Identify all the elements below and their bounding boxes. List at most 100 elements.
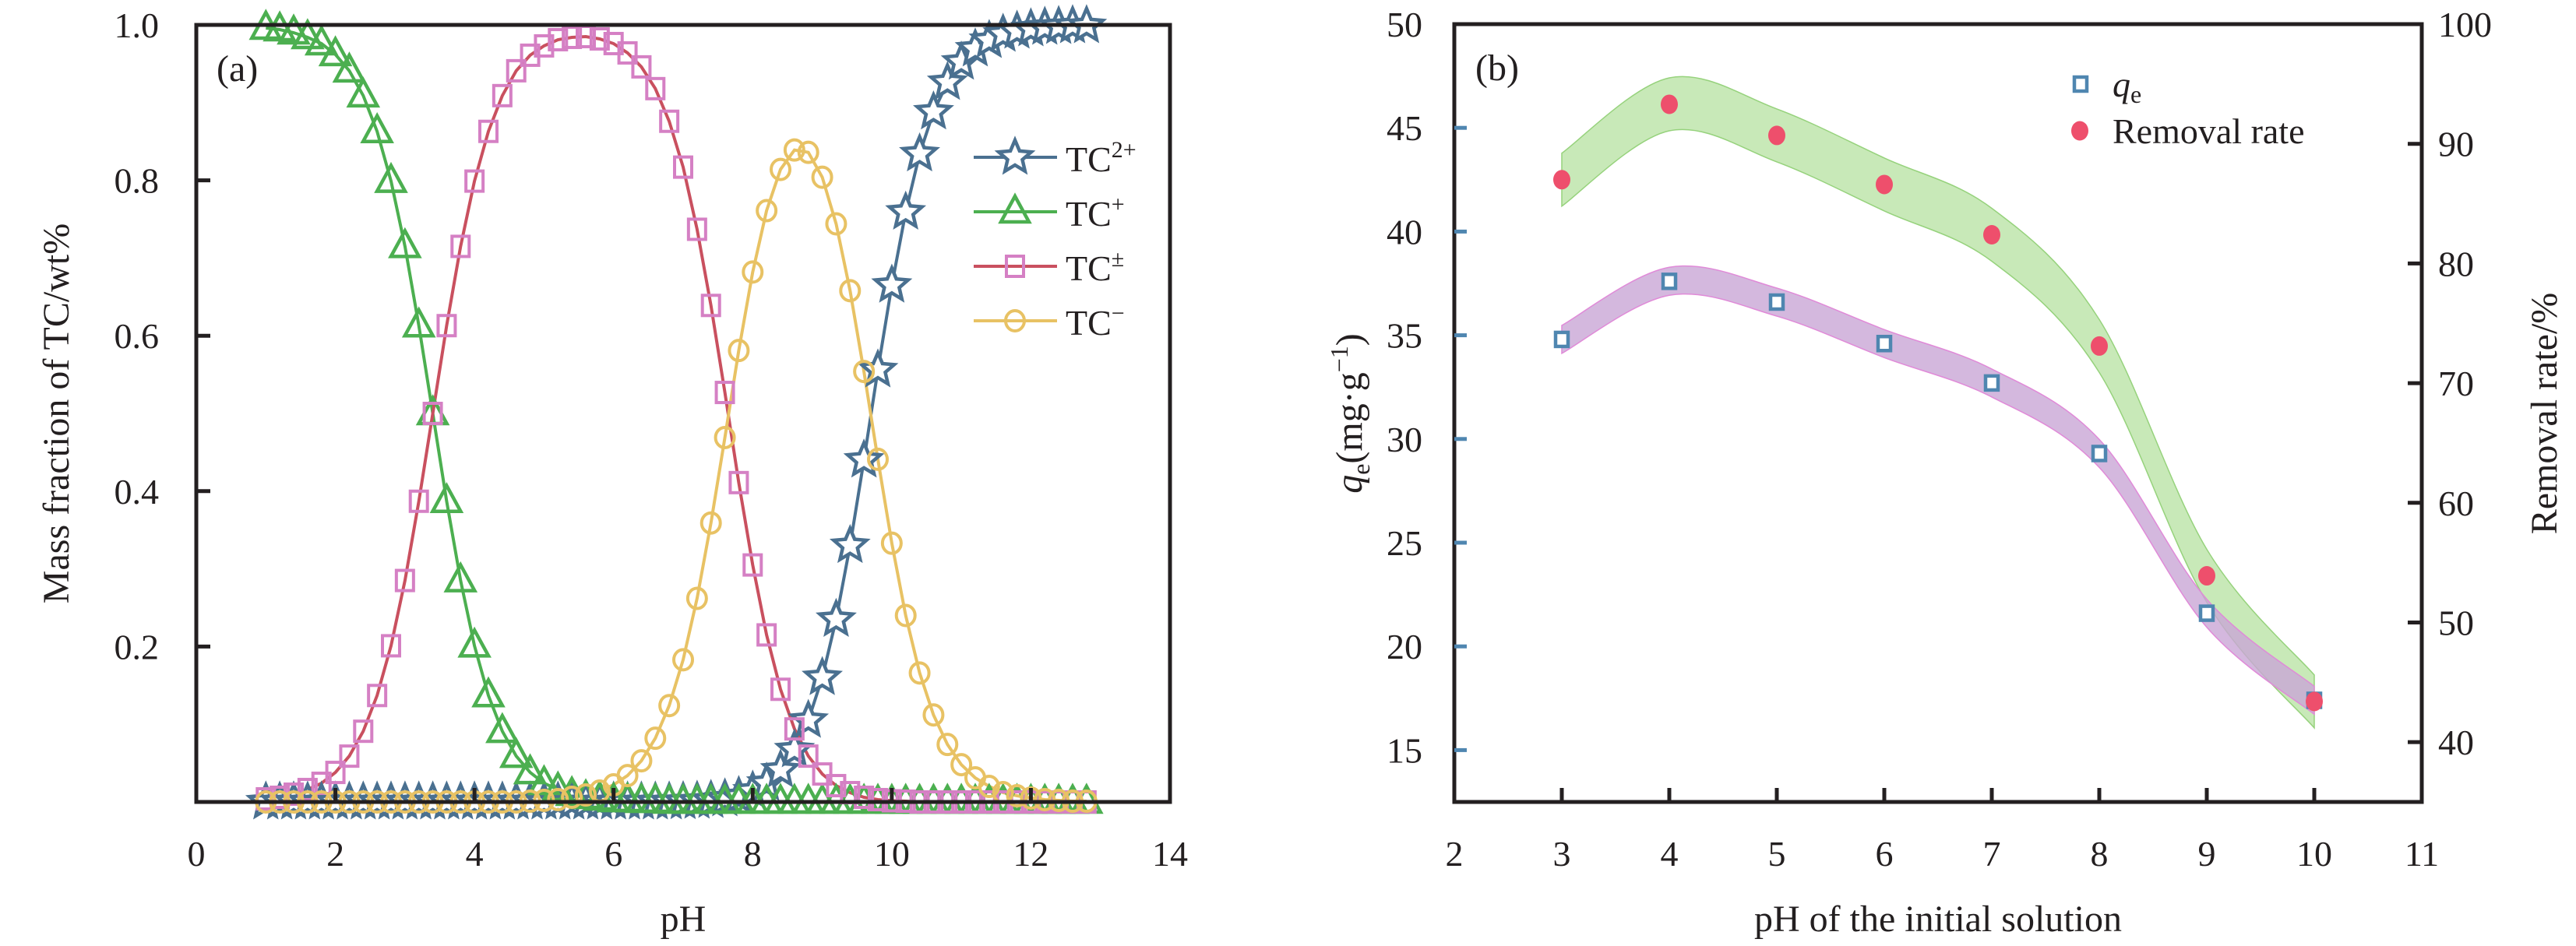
- x-tick-label: 2: [326, 834, 344, 874]
- data-point-circle: [644, 726, 667, 751]
- x-tick-label: 6: [604, 834, 622, 874]
- data-point-square: [645, 76, 666, 100]
- data-point-square: [297, 778, 318, 802]
- legend-item-2: TC±: [974, 246, 1124, 288]
- data-point-triangle: [304, 24, 339, 56]
- chart-a-frame: [194, 23, 1172, 804]
- chart-b-left-axis-title: qe(mg·g−1): [1325, 333, 1375, 494]
- data-point-qe: [2198, 604, 2215, 622]
- right-y-tick-label: 90: [2438, 125, 2474, 164]
- x-tick-label: 8: [744, 834, 762, 874]
- x-tick-label: 10: [2296, 834, 2332, 874]
- data-point-square: [798, 744, 819, 768]
- y-tick-label: 1.0: [115, 5, 160, 45]
- chart-b-axes: 2 3 4 5 6 7 8 9 10 111520253035404550405060708090…: [1387, 5, 2492, 874]
- data-point-star: [871, 263, 913, 303]
- chart-a-y-axis-title: Mass fraction of TC/wt%: [36, 223, 77, 603]
- data-point-star: [885, 190, 927, 230]
- legend-label-sup: +: [1112, 192, 1125, 217]
- data-point-triangle: [332, 51, 367, 83]
- legend-label-base: TC: [1066, 139, 1112, 179]
- chart-b-marks: [1553, 94, 2323, 712]
- data-point-square: [394, 568, 415, 593]
- data-point-star: [816, 597, 857, 637]
- legend-marker-open-square: [2072, 75, 2089, 93]
- qe-unit-sup: −1: [1325, 346, 1353, 372]
- series-markers-removal-rate: [1553, 94, 2323, 712]
- data-point-square: [673, 155, 693, 179]
- data-point-removal-rate: [1983, 224, 2000, 244]
- x-tick-label: 9: [2198, 834, 2216, 874]
- data-point-circle: [1034, 788, 1056, 812]
- data-point-square: [506, 58, 527, 83]
- data-point-circle: [756, 199, 778, 223]
- chart-b-right-axis-title: Removal rate/%: [2524, 293, 2565, 535]
- series-line: [266, 148, 1087, 804]
- qe-unit-close: ): [1329, 333, 1370, 346]
- x-tick-label: 14: [1152, 834, 1188, 874]
- data-point-square: [617, 40, 638, 65]
- legend-item-1: TC+: [974, 192, 1125, 234]
- x-tick-label: 7: [1983, 834, 2001, 874]
- data-point-star: [802, 656, 843, 695]
- right-y-tick-label: 100: [2438, 5, 2492, 44]
- data-point-circle: [783, 138, 805, 162]
- data-point-triangle: [388, 227, 422, 258]
- data-point-circle: [630, 749, 653, 773]
- data-point-circle: [853, 360, 876, 384]
- data-point-star: [857, 348, 899, 388]
- data-point-square: [686, 217, 707, 241]
- series-TC-3: [266, 148, 1087, 804]
- data-point-circle: [770, 157, 791, 181]
- data-point-star: [926, 61, 968, 100]
- legend-item-removal-rate: Removal rate: [2071, 111, 2305, 151]
- data-point-circle: [728, 339, 750, 363]
- left-y-tick-label: 20: [1387, 627, 1422, 666]
- data-point-circle: [867, 447, 889, 471]
- data-point-square: [492, 83, 513, 107]
- data-point-triangle: [291, 18, 325, 50]
- legend-label-base: TC: [1066, 194, 1112, 234]
- left-y-tick-label: 30: [1387, 420, 1422, 459]
- chart-b-panel-label: (b): [1475, 47, 1519, 89]
- data-point-circle: [547, 788, 569, 812]
- data-point-square: [756, 623, 777, 647]
- legend-item-0: TC2+: [974, 135, 1136, 179]
- data-point-square: [659, 109, 680, 133]
- legend-label: Removal rate: [2113, 111, 2305, 151]
- data-point-qe: [1553, 330, 1570, 349]
- chart-b-bands: [1561, 76, 2315, 730]
- data-point-square: [868, 788, 888, 812]
- data-point-triangle: [471, 676, 506, 708]
- data-point-triangle: [277, 13, 311, 45]
- data-point-circle: [685, 586, 708, 610]
- data-point-circle: [936, 733, 959, 757]
- y-tick-label: 0.6: [115, 316, 160, 356]
- data-point-circle: [922, 703, 945, 727]
- chart-a-legend: TC2+TC+TC±TC−: [974, 135, 1136, 343]
- chart-b-x-axis-title: pH of the initial solution: [1754, 899, 2122, 940]
- chart-a-marks: [245, 4, 1108, 820]
- data-point-circle: [825, 212, 848, 236]
- legend-marker-star: [994, 135, 1036, 175]
- data-point-qe: [1768, 293, 1785, 311]
- chart-a-axes: 0 2 4 6 8 10 12 14 0.2 0.4 0.6 0.8 1.0: [115, 5, 1189, 874]
- data-point-triangle: [513, 753, 548, 785]
- data-point-triangle: [360, 112, 394, 143]
- data-point-square: [589, 26, 610, 51]
- data-point-qe: [2091, 445, 2108, 462]
- legend-item-3: TC−: [974, 301, 1125, 343]
- y-tick-label: 0.8: [115, 161, 160, 201]
- data-point-removal-rate: [1768, 125, 1785, 146]
- series-markers-qe: [1553, 273, 2323, 709]
- chart-a-x-axis-title: pH: [661, 899, 707, 940]
- legend-label-symbol: q: [2113, 65, 2130, 104]
- data-point-square: [381, 634, 401, 658]
- chart-b: 2 3 4 5 6 7 8 9 10 111520253035404550405060708090…: [1325, 5, 2565, 940]
- data-point-circle: [616, 764, 639, 788]
- data-point-circle: [1006, 784, 1028, 808]
- left-y-tick-label: 50: [1387, 5, 1422, 44]
- data-point-star: [759, 748, 802, 788]
- right-y-tick-label: 80: [2438, 244, 2474, 283]
